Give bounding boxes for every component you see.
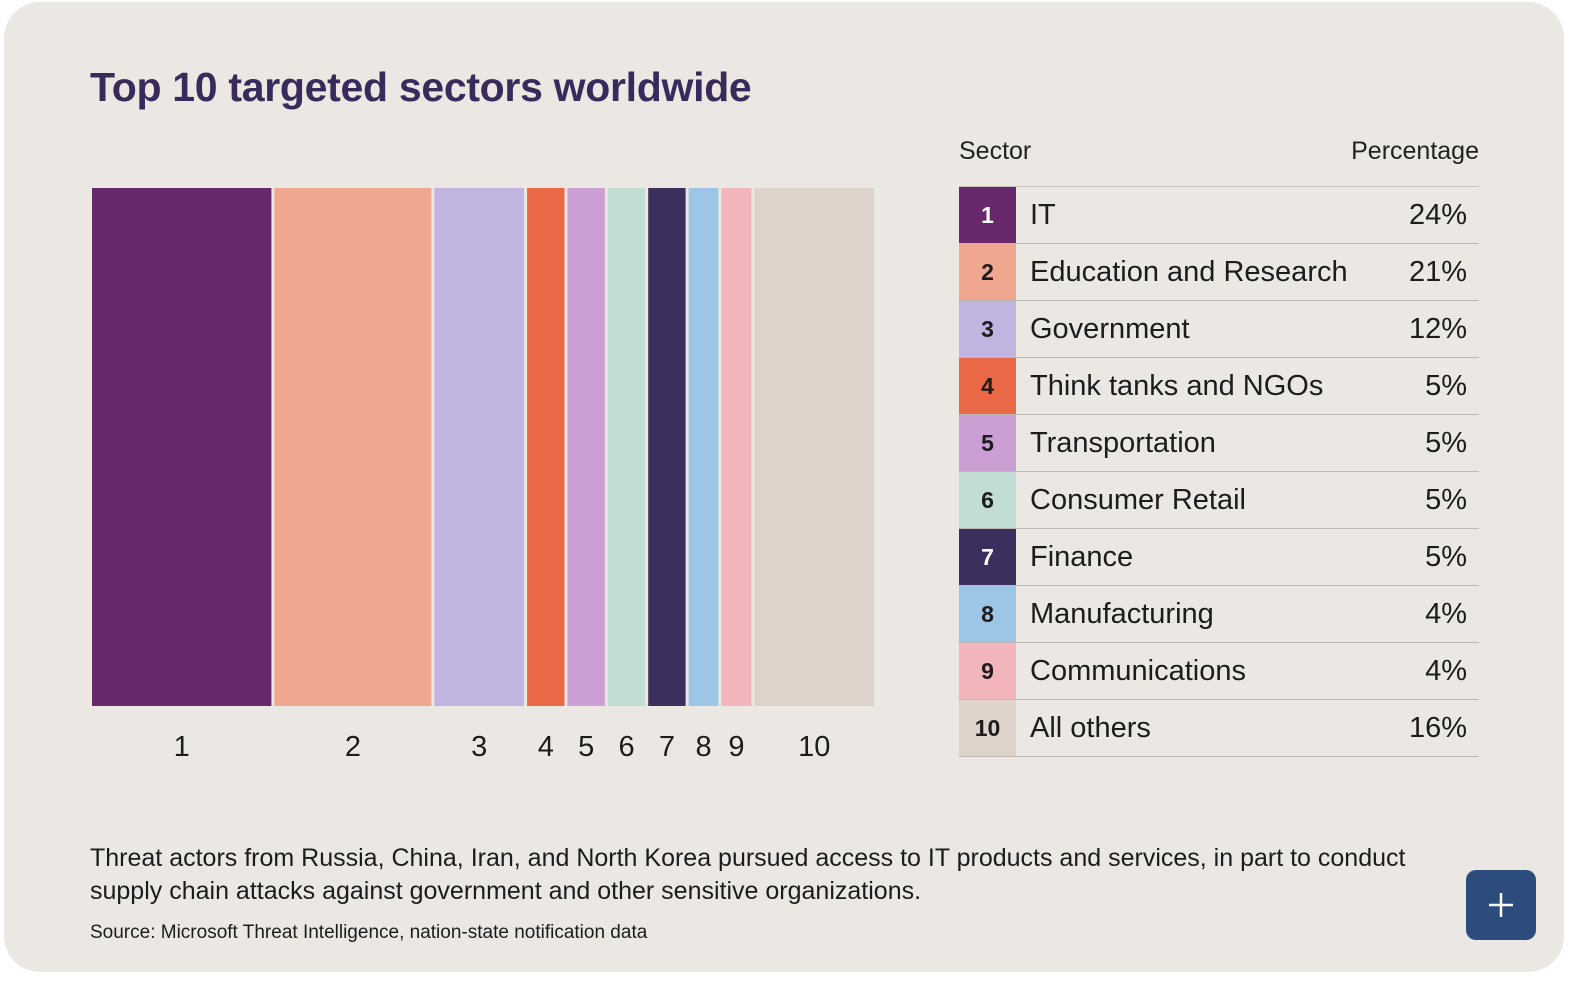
bar-label-7: 7: [659, 731, 675, 763]
legend-header-sector: Sector: [959, 137, 1032, 165]
bar-segment-7: [648, 188, 686, 706]
legend-sector-name: All others: [1030, 711, 1151, 744]
bar-label-1: 1: [174, 731, 190, 763]
bar-label-5: 5: [578, 731, 594, 763]
legend-sector-name: Think tanks and NGOs: [1030, 369, 1324, 402]
legend-row: 10 All others 16%: [959, 700, 1479, 757]
legend-swatch-8: 8: [959, 586, 1016, 642]
legend-sector-percentage: 5%: [1425, 483, 1467, 516]
bar-segment-2: [274, 188, 432, 706]
legend-swatch-6: 6: [959, 472, 1016, 528]
legend-sector-percentage: 16%: [1408, 711, 1467, 744]
bar-label-2: 2: [345, 731, 361, 763]
bar-segment-8: [688, 188, 719, 706]
legend-sector-name: Consumer Retail: [1030, 483, 1246, 516]
chart-title: Top 10 targeted sectors worldwide: [90, 64, 752, 110]
legend-swatch-5: 5: [959, 415, 1016, 471]
legend-row: 4 Think tanks and NGOs 5%: [959, 358, 1479, 415]
legend-row: 3 Government 12%: [959, 301, 1479, 358]
bar-label-3: 3: [471, 731, 487, 763]
bar-segment-4: [527, 188, 565, 706]
bar-segment-3: [434, 188, 525, 706]
bar-label-4: 4: [538, 731, 554, 763]
bar-segment-5: [567, 188, 605, 706]
legend-sector-name: Government: [1030, 312, 1190, 345]
legend-swatch-2: 2: [959, 244, 1016, 300]
legend-sector-percentage: 4%: [1425, 654, 1467, 687]
plus-icon: [1489, 893, 1513, 917]
legend-swatch-7: 7: [959, 529, 1016, 585]
sector-legend-table: Sector Percentage 1 IT 24% 2 Education and R…: [959, 132, 1479, 757]
bar-segment-6: [607, 188, 646, 706]
legend-sector-name: Communications: [1030, 654, 1246, 687]
legend-rows: 1 IT 24% 2 Education and Research 21% 3 Governm…: [959, 187, 1479, 757]
legend-swatch-1: 1: [959, 187, 1016, 243]
bar-label-10: 10: [798, 731, 830, 763]
legend-sector-percentage: 12%: [1408, 312, 1467, 345]
bar-segment-9: [721, 188, 752, 706]
legend-sector-name: Finance: [1030, 540, 1134, 573]
legend-sector-percentage: 5%: [1425, 540, 1467, 573]
legend-swatch-3: 3: [959, 301, 1016, 357]
legend-row: 8 Manufacturing 4%: [959, 586, 1479, 643]
expand-button[interactable]: [1466, 870, 1536, 940]
legend-sector-name: Transportation: [1030, 426, 1216, 459]
sector-bar-chart: 1 2 3 4 5 6 7 8 9 10: [92, 188, 874, 763]
bar-label-9: 9: [728, 731, 744, 763]
legend-row: 9 Communications 4%: [959, 643, 1479, 700]
legend-row: 1 IT 24%: [959, 187, 1479, 244]
legend-sector-percentage: 5%: [1425, 369, 1467, 402]
legend-sector-name: Education and Research: [1030, 255, 1348, 288]
chart-caption: Threat actors from Russia, China, Iran, …: [90, 844, 1406, 905]
bar-label-6: 6: [618, 731, 634, 763]
legend-swatch-10: 10: [959, 700, 1016, 756]
legend-sector-percentage: 24%: [1408, 198, 1467, 231]
legend-header: Sector Percentage: [959, 132, 1479, 187]
bar-segment-1: [92, 188, 272, 706]
legend-row: 6 Consumer Retail 5%: [959, 472, 1479, 529]
legend-sector-percentage: 21%: [1408, 255, 1467, 288]
legend-row: 5 Transportation 5%: [959, 415, 1479, 472]
bar-segment-10: [754, 188, 874, 706]
legend-swatch-9: 9: [959, 643, 1016, 699]
legend-header-percentage: Percentage: [1351, 137, 1479, 165]
legend-sector-percentage: 5%: [1425, 426, 1467, 459]
source-note: Source: Microsoft Threat Intelligence, n…: [90, 922, 648, 943]
legend-sector-percentage: 4%: [1425, 597, 1467, 630]
legend-sector-name: Manufacturing: [1030, 597, 1214, 630]
legend-sector-name: IT: [1030, 198, 1056, 231]
bar-label-8: 8: [695, 731, 711, 763]
legend-row: 7 Finance 5%: [959, 529, 1479, 586]
legend-swatch-4: 4: [959, 358, 1016, 414]
legend-row: 2 Education and Research 21%: [959, 244, 1479, 301]
